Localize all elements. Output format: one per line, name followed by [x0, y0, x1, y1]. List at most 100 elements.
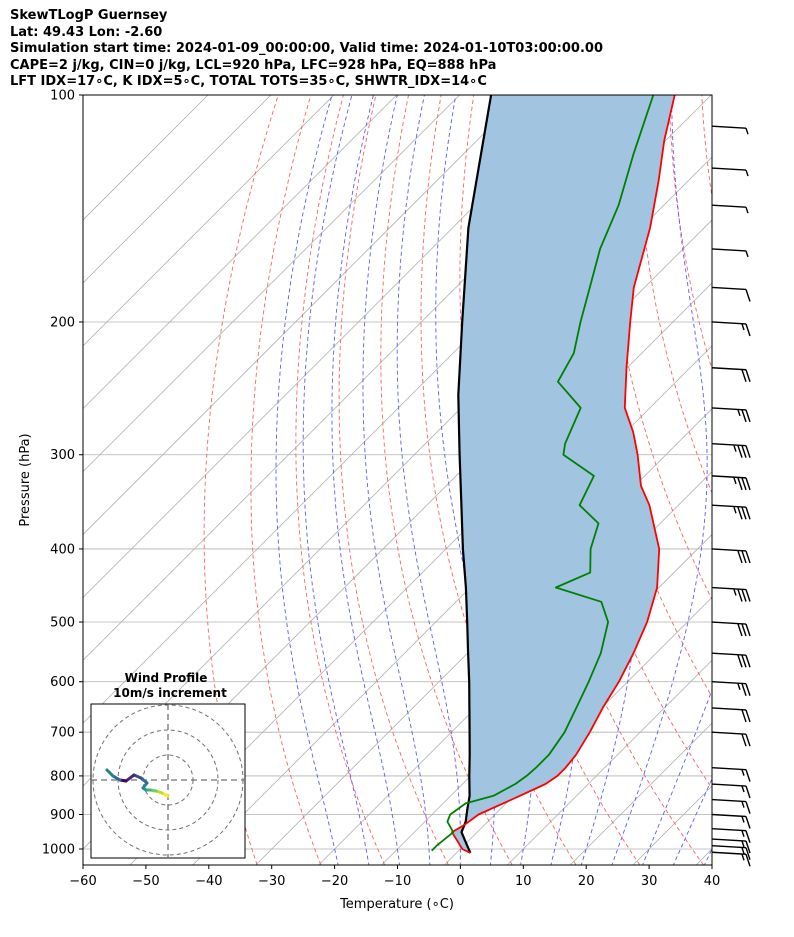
isotherm-gridline [318, 471, 712, 865]
wind-barb [711, 845, 751, 860]
wind-barb-flag [741, 477, 747, 491]
y-tick-label: 200 [50, 315, 75, 330]
hodograph [91, 704, 245, 858]
wind-barb-flag [737, 550, 743, 564]
dry-adiabat [701, 95, 712, 201]
cape-shaded-area [452, 95, 675, 853]
wind-barb-staff [711, 586, 747, 591]
dewpoint-line [431, 95, 655, 852]
wind-barb-half [741, 847, 745, 854]
wind-barb-staff [711, 813, 747, 818]
isotherm-gridline [83, 95, 397, 410]
wind-barb-flag [745, 801, 751, 814]
y-tick-label: 100 [50, 89, 75, 104]
wind-barb-staff [711, 783, 747, 787]
wind-barb [711, 813, 751, 829]
wind-barb-flag [737, 477, 743, 491]
wind-barb-flag [745, 589, 751, 602]
wind-barb-staff [711, 167, 747, 171]
temperature-line [451, 95, 676, 854]
wind-barb-staff [711, 286, 747, 291]
wind-barb-staff [711, 548, 747, 552]
isotherm-gridline [569, 722, 712, 865]
wind-barb-staff [711, 828, 747, 832]
wind-barb-staff [711, 442, 747, 447]
dry-adiabat [636, 95, 712, 495]
y-tick-label: 600 [50, 675, 75, 690]
x-tick-label: −60 [69, 874, 96, 889]
wind-barb-flag [741, 733, 747, 747]
inset-title: Wind Profile [125, 671, 208, 685]
wind-barb [711, 851, 751, 867]
location-line: Lat: 49.43 Lon: -2.60 [10, 24, 163, 40]
wind-barb-half [737, 409, 741, 417]
x-tick-label: −50 [132, 874, 159, 889]
y-tick-label: 300 [50, 448, 75, 463]
wind-barb-flag [745, 477, 751, 491]
wind-barb [711, 442, 751, 458]
wind-barb-flag [741, 550, 747, 564]
isotherm-gridline [83, 95, 460, 473]
chart-header: SkewTLogP Guernsey Lat: 49.43 Lon: -2.60… [10, 8, 603, 91]
dry-adiabat [250, 95, 322, 865]
wind-barb [711, 828, 751, 843]
wind-barb-half [741, 801, 745, 808]
x-tick-label: −40 [195, 874, 222, 889]
x-tick-label: −30 [258, 874, 285, 889]
wind-barb-half [745, 127, 749, 135]
wind-barb-staff [711, 798, 747, 803]
wind-barb-flag [737, 589, 743, 602]
wind-barb [711, 621, 751, 637]
dry-adiabat [459, 95, 641, 865]
wind-barb-half [741, 323, 745, 331]
moist-adiabat [331, 95, 400, 865]
wind-barb-staff [711, 851, 747, 855]
wind-barb-flag [741, 683, 747, 696]
wind-barb-staff [711, 731, 747, 735]
x-tick-label: 20 [578, 874, 595, 889]
y-tick-label: 800 [50, 769, 75, 784]
isotherm-gridline [83, 95, 523, 536]
wind-barb-flag [745, 769, 751, 782]
wind-barb-staff [711, 652, 747, 656]
isotherm-gridline [83, 95, 335, 347]
wind-barb-half [733, 507, 737, 514]
wind-barb-flag [741, 369, 747, 382]
wind-barb-staff [711, 504, 747, 508]
isotherm-gridline [507, 659, 712, 865]
moist-adiabat [275, 95, 339, 865]
wind-barb-flag [745, 323, 751, 337]
parcel-profile-line [457, 95, 493, 854]
wind-barb-flag [741, 409, 747, 423]
wind-barb-staff [711, 204, 747, 208]
wind-barb-flag [745, 445, 751, 458]
wind-barb-flag [745, 830, 751, 843]
wind-barb-staff [711, 407, 747, 411]
wind-barb-flag [741, 589, 747, 602]
wind-barb [711, 798, 751, 814]
wind-barb-flag [745, 854, 751, 867]
x-axis-label: Temperature (∘C) [339, 897, 454, 912]
wind-barb-flag [741, 623, 747, 637]
wind-barb-half [737, 683, 741, 690]
wind-barb-half [741, 816, 745, 823]
wind-barb-staff [711, 475, 747, 479]
dry-adiabat [767, 95, 794, 865]
wind-barb-flag [745, 840, 751, 854]
wind-barb-flag [741, 709, 747, 723]
moist-adiabat [362, 95, 431, 865]
wind-barb-staff [711, 681, 747, 685]
wind-barb-flag [745, 655, 751, 668]
wind-barb [711, 681, 751, 696]
time-line: Simulation start time: 2024-01-09_00:00:… [10, 41, 603, 56]
wind-barb-flag [745, 369, 751, 382]
wind-barb-flag [745, 785, 751, 799]
wind-barb-flag [745, 623, 751, 637]
x-tick-label: 40 [704, 874, 721, 889]
wind-barb-half [741, 785, 745, 793]
wind-barb-flag [745, 683, 751, 696]
moist-adiabat [611, 95, 708, 865]
wind-barb [711, 652, 751, 668]
x-tick-label: −10 [384, 874, 411, 889]
dry-adiabat [295, 95, 386, 865]
